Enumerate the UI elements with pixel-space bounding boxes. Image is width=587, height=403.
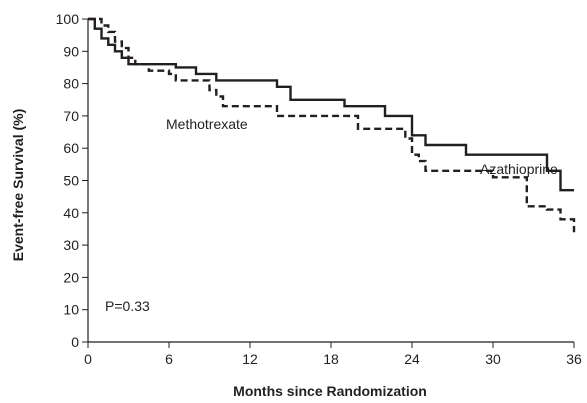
y-tick-label: 20: [63, 269, 79, 285]
series-label-azathioprine: Azathioprine: [480, 161, 558, 177]
y-axis-ticks: 0 10 20 30 40 50 60 70 80 90 100: [56, 11, 88, 350]
x-tick-label: 36: [566, 351, 582, 367]
y-tick-label: 0: [71, 334, 79, 350]
y-tick-label: 70: [63, 108, 79, 124]
p-value-annotation: P=0.33: [105, 298, 150, 314]
series-line-methotrexate: [88, 17, 576, 233]
y-tick-label: 90: [63, 43, 79, 59]
y-tick-label: 40: [63, 205, 79, 221]
x-tick-label: 6: [165, 351, 173, 367]
x-tick-label: 18: [323, 351, 339, 367]
y-tick-label: 100: [56, 11, 80, 27]
y-axis-title: Event-free Survival (%): [10, 109, 26, 262]
series-line-azathioprine: [88, 17, 574, 192]
series-label-methotrexate: Methotrexate: [166, 116, 248, 132]
y-tick-label: 50: [63, 173, 79, 189]
x-tick-label: 30: [485, 351, 501, 367]
y-tick-label: 30: [63, 237, 79, 253]
y-tick-label: 80: [63, 76, 79, 92]
y-tick-label: 60: [63, 140, 79, 156]
y-tick-label: 10: [63, 302, 79, 318]
axes: [87, 19, 574, 343]
x-tick-label: 24: [404, 351, 420, 367]
survival-curves: [88, 17, 576, 233]
x-tick-label: 12: [242, 351, 258, 367]
x-tick-label: 0: [84, 351, 92, 367]
x-axis-title: Months since Randomization: [233, 383, 427, 399]
x-axis-ticks: 0 6 12 18 24 30 36: [84, 342, 582, 367]
